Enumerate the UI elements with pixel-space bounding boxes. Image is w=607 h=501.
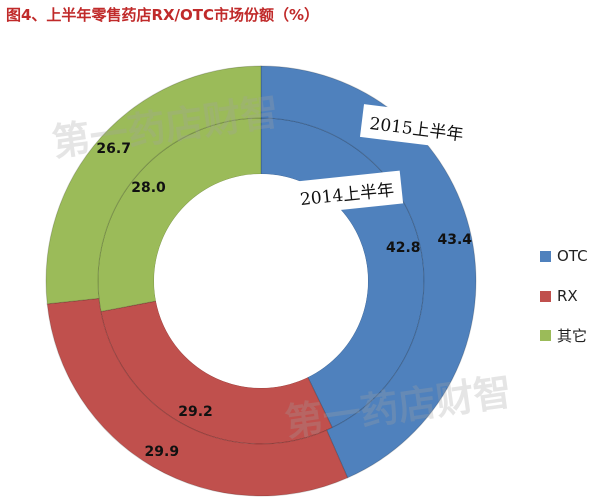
chart-title: 图4、上半年零售药店RX/OTC市场份额（%） bbox=[6, 6, 320, 24]
legend-label-other: 其它 bbox=[557, 326, 588, 345]
slice-outer-other bbox=[45, 65, 262, 305]
legend-swatch-otc bbox=[540, 250, 551, 262]
legend-item-other: 其它 bbox=[540, 325, 587, 345]
slice-outer-rx bbox=[46, 297, 349, 497]
legend-swatch-rx bbox=[540, 290, 551, 302]
legend-label-rx: RX bbox=[557, 287, 578, 305]
legend-label-otc: OTC bbox=[557, 247, 588, 265]
legend-swatch-other bbox=[540, 329, 551, 341]
value-label-outer-other: 26.7 bbox=[96, 140, 131, 157]
donut-hole bbox=[154, 174, 368, 388]
value-label-inner-otc: 42.8 bbox=[385, 240, 421, 257]
value-label-inner-other: 28.0 bbox=[131, 179, 166, 196]
legend-item-otc: OTC bbox=[540, 246, 588, 266]
value-label-inner-rx: 29.2 bbox=[178, 403, 213, 420]
legend-item-rx: RX bbox=[540, 286, 578, 306]
value-label-outer-otc: 43.4 bbox=[437, 232, 473, 249]
value-label-outer-rx: 29.9 bbox=[144, 444, 180, 461]
